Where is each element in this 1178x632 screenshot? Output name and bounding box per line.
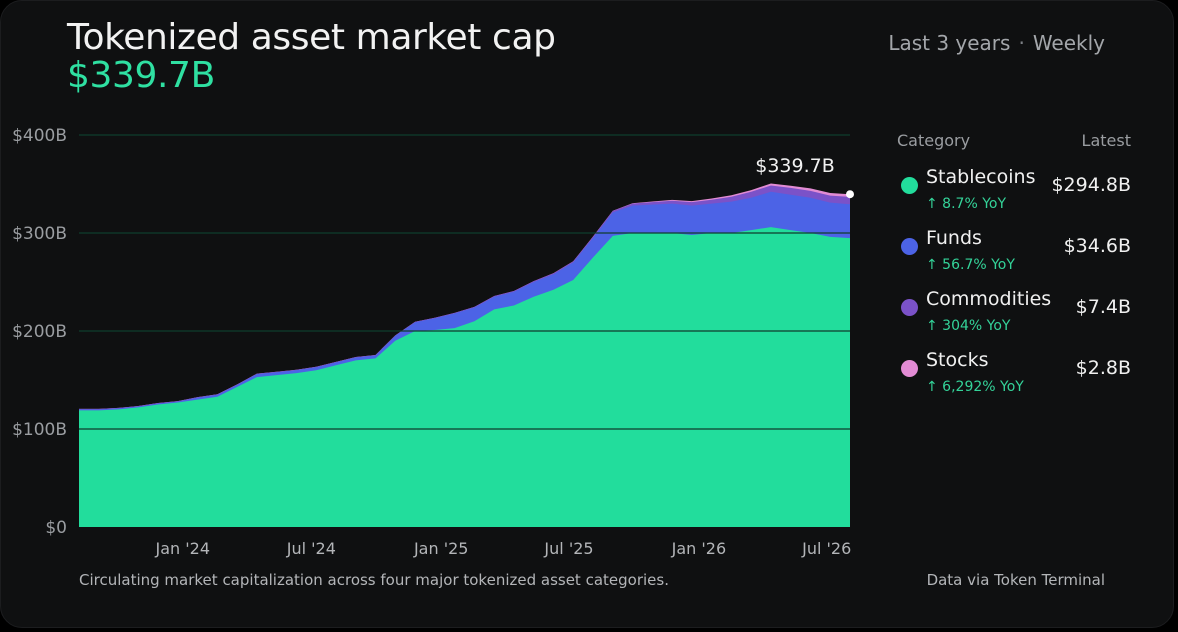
- legend-item-latest: $7.4B: [1075, 296, 1131, 318]
- annotations: $339.7B: [755, 155, 854, 199]
- stocks-swatch: [901, 360, 918, 377]
- legend-item-stablecoins[interactable]: Stablecoins ↑ 8.7% YoY $294.8B: [897, 162, 1131, 223]
- x-tick-label: Jan '24: [155, 539, 211, 558]
- period-label[interactable]: Last 3 years: [888, 31, 1011, 55]
- legend-item-funds[interactable]: Funds ↑ 56.7% YoY $34.6B: [897, 223, 1131, 284]
- y-tick-label: $100B: [12, 420, 67, 440]
- legend-item-latest: $34.6B: [1063, 235, 1131, 257]
- legend-item-yoy: ↑ 6,292% YoY: [926, 379, 1024, 395]
- y-axis: $0 $100B $200B $300B $400B: [12, 126, 67, 538]
- data-source: Data via Token Terminal: [926, 571, 1105, 589]
- legend: Category Latest Stablecoins ↑ 8.7% YoY $…: [897, 131, 1131, 406]
- area-stablecoins: [79, 227, 850, 527]
- period-separator: ·: [1018, 31, 1025, 55]
- stablecoins-swatch: [901, 177, 918, 194]
- x-tick-label: Jan '26: [671, 539, 727, 558]
- latest-value-label: $339.7B: [755, 155, 835, 177]
- total-market-cap: $339.7B: [67, 55, 215, 96]
- funds-swatch: [901, 238, 918, 255]
- y-tick-label: $300B: [12, 224, 67, 244]
- stacked-areas: [79, 183, 850, 528]
- legend-item-name: Stocks: [926, 349, 989, 371]
- x-axis: Jan '24 Jul '24 Jan '25 Jul '25 Jan '26 Jul '…: [155, 539, 852, 558]
- legend-item-yoy: ↑ 8.7% YoY: [926, 196, 1007, 212]
- legend-item-name: Stablecoins: [926, 166, 1036, 188]
- legend-header: Category Latest: [897, 131, 1131, 150]
- latest-point-marker[interactable]: [846, 190, 854, 199]
- interval-label[interactable]: Weekly: [1032, 31, 1105, 55]
- y-tick-label: $0: [45, 518, 67, 538]
- x-tick-label: Jul '26: [801, 539, 851, 558]
- legend-item-commodities[interactable]: Commodities ↑ 304% YoY $7.4B: [897, 284, 1131, 345]
- legend-item-name: Commodities: [926, 288, 1052, 310]
- y-tick-label: $400B: [12, 126, 67, 146]
- legend-item-latest: $294.8B: [1051, 174, 1131, 196]
- legend-item-name: Funds: [926, 227, 982, 249]
- x-tick-label: Jan '25: [413, 539, 469, 558]
- gridlines-overlay: [79, 134, 850, 430]
- commodities-swatch: [901, 299, 918, 316]
- legend-item-latest: $2.8B: [1075, 357, 1131, 379]
- legend-header-latest: Latest: [1081, 131, 1131, 150]
- legend-item-yoy: ↑ 56.7% YoY: [926, 257, 1015, 273]
- legend-item-yoy: ↑ 304% YoY: [926, 318, 1011, 334]
- chart-footnote: Circulating market capitalization across…: [79, 571, 669, 589]
- legend-header-category: Category: [897, 131, 971, 150]
- legend-item-stocks[interactable]: Stocks ↑ 6,292% YoY $2.8B: [897, 345, 1131, 406]
- y-tick-label: $200B: [12, 322, 67, 342]
- timeframe-selector[interactable]: Last 3 years · Weekly: [888, 31, 1105, 55]
- chart-title: Tokenized asset market cap: [67, 17, 556, 58]
- x-tick-label: Jul '24: [286, 539, 336, 558]
- x-tick-label: Jul '25: [543, 539, 593, 558]
